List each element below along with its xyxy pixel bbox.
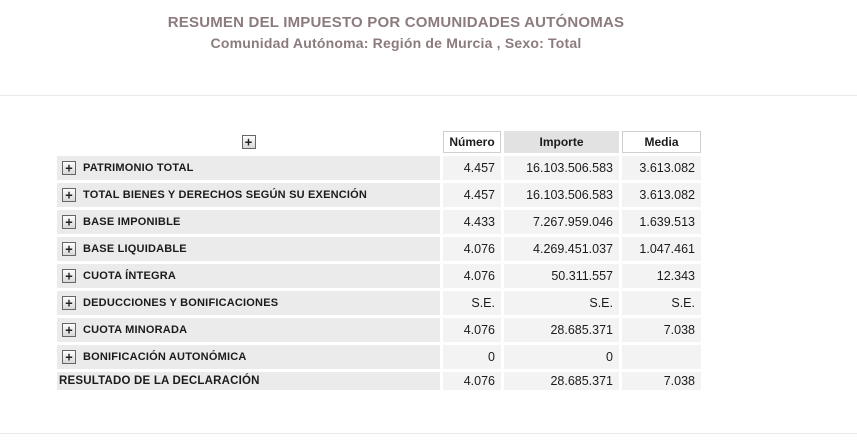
expand-row-icon[interactable]: + [62, 349, 76, 364]
row-label: RESULTADO DE LA DECLARACIÓN [59, 374, 260, 387]
bottom-divider [0, 433, 857, 434]
page-subtitle: Comunidad Autónoma: Región de Murcia , S… [210, 35, 582, 51]
top-divider [0, 95, 857, 96]
page-header: RESUMEN DEL IMPUESTO POR COMUNIDADES AUT… [0, 13, 792, 53]
importe-cell: 28.685.371 [504, 372, 619, 390]
row-label-cell: + BASE IMPONIBLE [57, 210, 440, 234]
page-title: RESUMEN DEL IMPUESTO POR COMUNIDADES AUT… [167, 14, 625, 31]
table-row: + DEDUCCIONES Y BONIFICACIONES S.E. S.E. … [57, 291, 701, 315]
table-row: + TOTAL BIENES Y DERECHOS SEGÚN SU EXENCI… [57, 183, 701, 207]
table-row: + CUOTA MINORADA 4.076 28.685.371 7.038 [57, 318, 701, 342]
row-label-cell: + DEDUCCIONES Y BONIFICACIONES [57, 291, 440, 315]
table-row: + PATRIMONIO TOTAL 4.457 16.103.506.583 3… [57, 156, 701, 180]
numero-cell: S.E. [443, 291, 501, 315]
row-label: CUOTA ÍNTEGRA [83, 269, 177, 282]
table-header-row: + Número Importe Media [57, 131, 701, 153]
table-row: + CUOTA ÍNTEGRA 4.076 50.311.557 12.343 [57, 264, 701, 288]
table-row: + BONIFICACIÓN AUTONÓMICA 0 0 [57, 345, 701, 369]
media-cell: 3.613.082 [622, 156, 701, 180]
numero-cell: 4.076 [443, 264, 501, 288]
expand-row-icon[interactable]: + [62, 322, 76, 337]
media-cell: 1.639.513 [622, 210, 701, 234]
importe-cell: 50.311.557 [504, 264, 619, 288]
numero-cell: 4.457 [443, 183, 501, 207]
media-cell: 7.038 [622, 318, 701, 342]
tax-summary-table: + Número Importe Media + PATRIMONIO TOTAL… [54, 128, 704, 393]
numero-cell: 4.076 [443, 318, 501, 342]
importe-cell: 16.103.506.583 [504, 183, 619, 207]
numero-cell: 4.076 [443, 237, 501, 261]
row-label: BASE LIQUIDABLE [83, 242, 187, 255]
numero-cell: 4.457 [443, 156, 501, 180]
expand-all-icon[interactable]: + [241, 135, 256, 150]
row-label-cell: + CUOTA MINORADA [57, 318, 440, 342]
numero-cell: 4.076 [443, 372, 501, 390]
importe-cell: 7.267.959.046 [504, 210, 619, 234]
expand-all-header-cell: + [57, 131, 440, 153]
media-cell: 1.047.461 [622, 237, 701, 261]
column-header-media: Media [622, 131, 701, 153]
numero-cell: 4.433 [443, 210, 501, 234]
table-row: + BASE LIQUIDABLE 4.076 4.269.451.037 1.0… [57, 237, 701, 261]
expand-row-icon[interactable]: + [62, 295, 76, 310]
row-label-cell: RESULTADO DE LA DECLARACIÓN [57, 372, 440, 390]
row-label-cell: + PATRIMONIO TOTAL [57, 156, 440, 180]
expand-row-icon[interactable]: + [62, 268, 76, 283]
expand-row-icon[interactable]: + [62, 160, 76, 175]
table-body: + PATRIMONIO TOTAL 4.457 16.103.506.583 3… [57, 156, 701, 390]
numero-cell: 0 [443, 345, 501, 369]
expand-row-icon[interactable]: + [62, 241, 76, 256]
row-label-cell: + TOTAL BIENES Y DERECHOS SEGÚN SU EXENCI… [57, 183, 440, 207]
row-label: BASE IMPONIBLE [83, 215, 181, 228]
row-label: BONIFICACIÓN AUTONÓMICA [83, 350, 247, 363]
media-cell: 3.613.082 [622, 183, 701, 207]
importe-cell: S.E. [504, 291, 619, 315]
row-label: DEDUCCIONES Y BONIFICACIONES [83, 296, 279, 309]
media-cell: 7.038 [622, 372, 701, 390]
table-row: RESULTADO DE LA DECLARACIÓN 4.076 28.685… [57, 372, 701, 390]
media-cell: 12.343 [622, 264, 701, 288]
row-label: TOTAL BIENES Y DERECHOS SEGÚN SU EXENCIÓ… [83, 188, 368, 201]
expand-row-icon[interactable]: + [62, 187, 76, 202]
row-label: CUOTA MINORADA [83, 323, 188, 336]
expand-row-icon[interactable]: + [62, 214, 76, 229]
importe-cell: 0 [504, 345, 619, 369]
row-label-cell: + BASE LIQUIDABLE [57, 237, 440, 261]
importe-cell: 28.685.371 [504, 318, 619, 342]
importe-cell: 4.269.451.037 [504, 237, 619, 261]
row-label: PATRIMONIO TOTAL [83, 161, 194, 174]
row-label-cell: + BONIFICACIÓN AUTONÓMICA [57, 345, 440, 369]
media-cell [622, 345, 701, 369]
media-cell: S.E. [622, 291, 701, 315]
table-row: + BASE IMPONIBLE 4.433 7.267.959.046 1.63… [57, 210, 701, 234]
column-header-numero: Número [443, 131, 501, 153]
column-header-importe: Importe [504, 131, 619, 153]
row-label-cell: + CUOTA ÍNTEGRA [57, 264, 440, 288]
importe-cell: 16.103.506.583 [504, 156, 619, 180]
